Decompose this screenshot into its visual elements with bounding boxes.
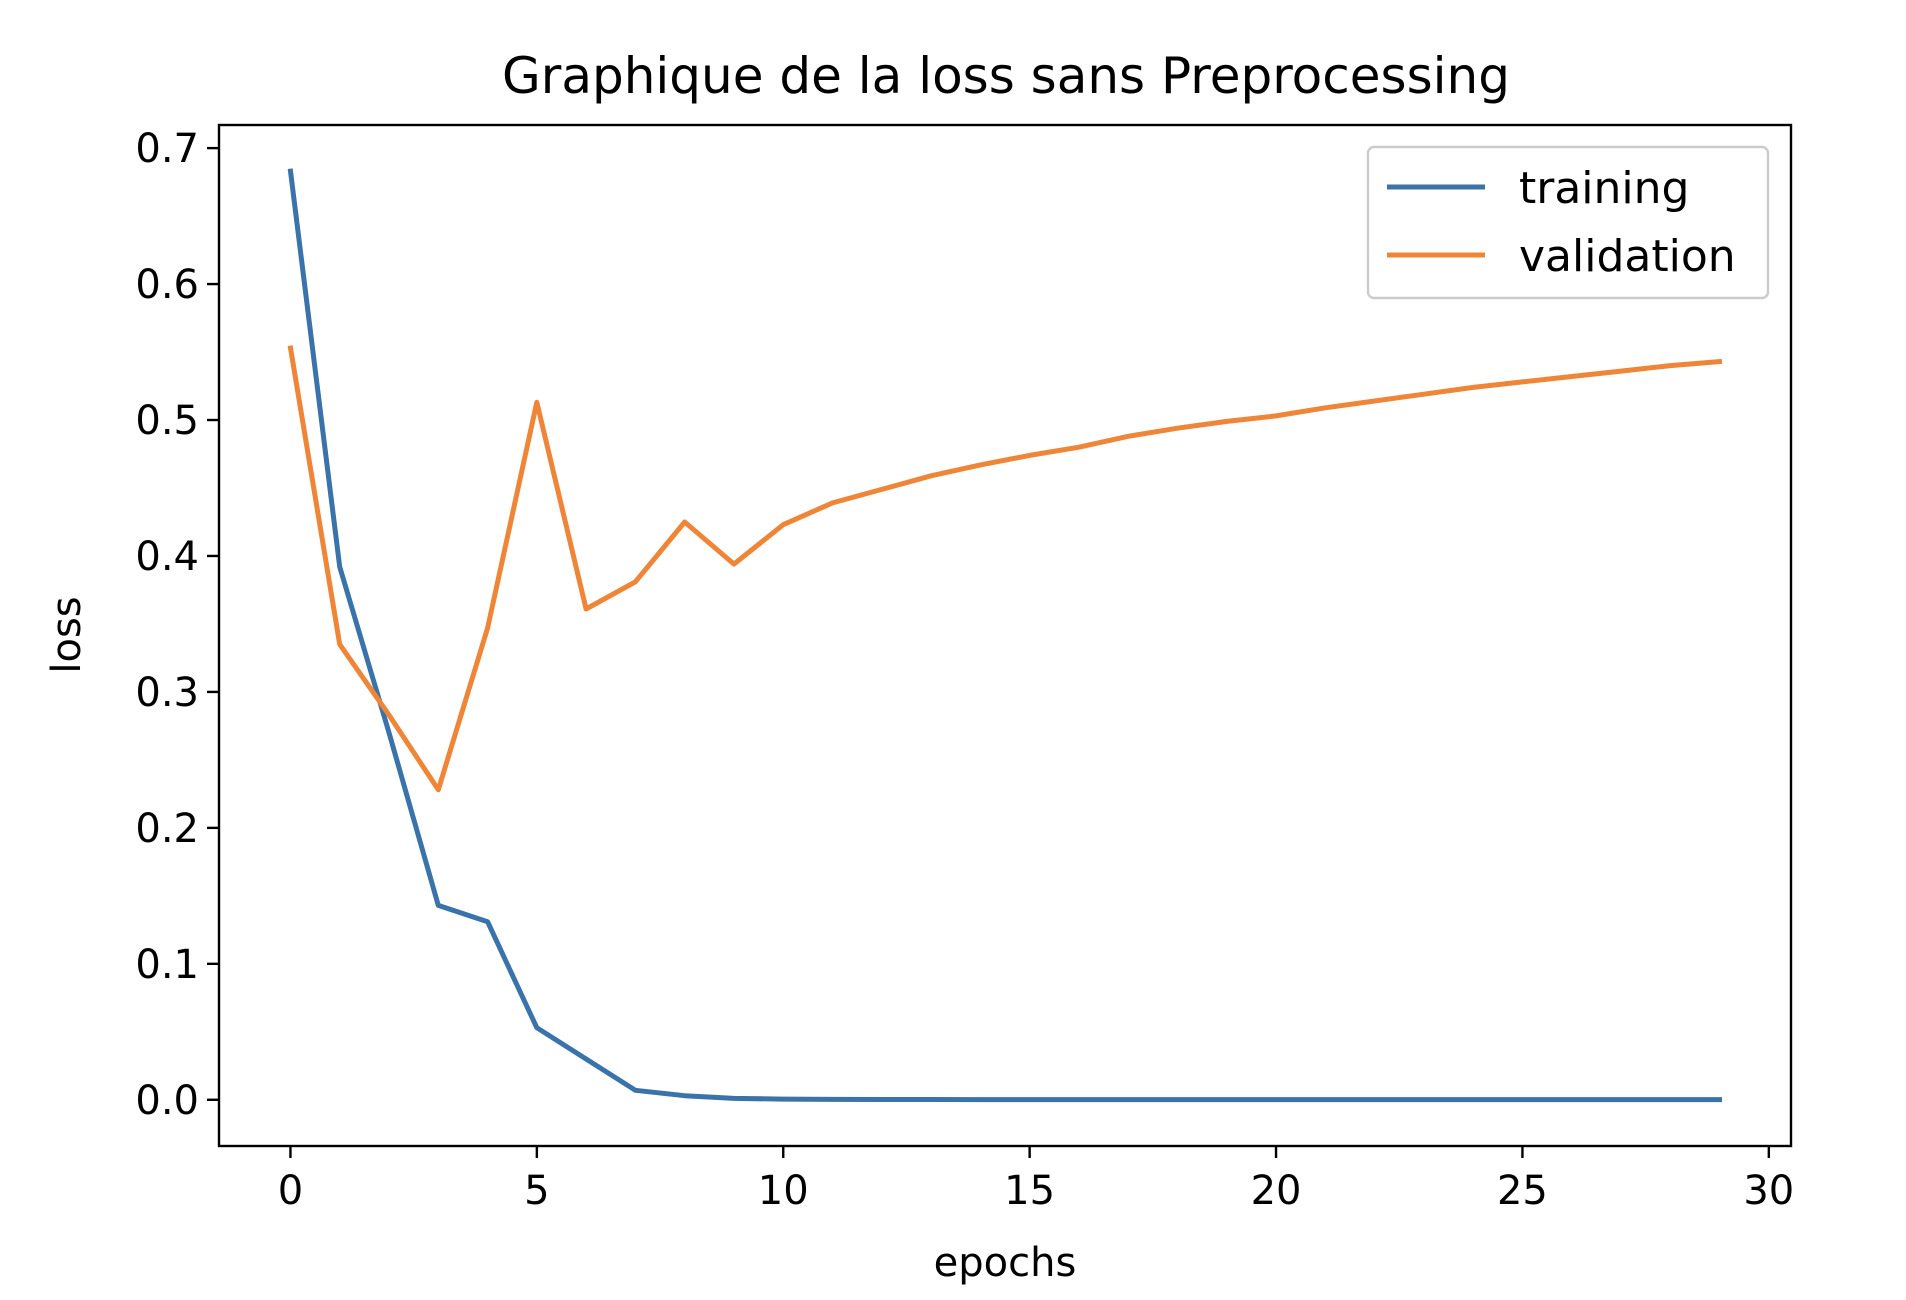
x-tick-label: 0 — [278, 1168, 303, 1214]
x-tick-label: 30 — [1743, 1168, 1794, 1214]
x-axis-label: epochs — [934, 1240, 1077, 1286]
x-axis-ticks: 0 5 10 15 20 25 30 — [278, 1146, 1794, 1214]
legend-label-validation: validation — [1519, 231, 1736, 282]
x-tick-label: 15 — [1004, 1168, 1055, 1214]
y-axis-label: loss — [44, 596, 90, 673]
y-tick-label: 0.0 — [135, 1078, 199, 1124]
x-tick-label: 5 — [524, 1168, 549, 1214]
y-tick-label: 0.4 — [135, 534, 199, 580]
series-line-training — [287, 168, 1722, 1103]
y-tick-label: 0.1 — [135, 942, 199, 988]
plot-lines — [287, 168, 1723, 1103]
y-axis-ticks: 0.0 0.1 0.2 0.3 0.4 0.5 0.6 0.7 — [135, 126, 219, 1124]
plot-frame — [217, 123, 1793, 1148]
x-tick-label: 20 — [1251, 1168, 1302, 1214]
x-tick-label: 10 — [758, 1168, 809, 1214]
y-tick-label: 0.7 — [135, 126, 199, 172]
series-line-validation — [287, 345, 1723, 793]
legend: training validation — [1366, 145, 1770, 300]
chart-title: Graphique de la loss sans Preprocessing — [502, 47, 1510, 105]
y-tick-label: 0.2 — [135, 806, 199, 852]
legend-label-training: training — [1519, 163, 1689, 214]
y-tick-label: 0.3 — [135, 670, 199, 716]
x-tick-label: 25 — [1497, 1168, 1548, 1214]
y-tick-label: 0.5 — [135, 398, 199, 444]
y-tick-label: 0.6 — [135, 262, 199, 308]
